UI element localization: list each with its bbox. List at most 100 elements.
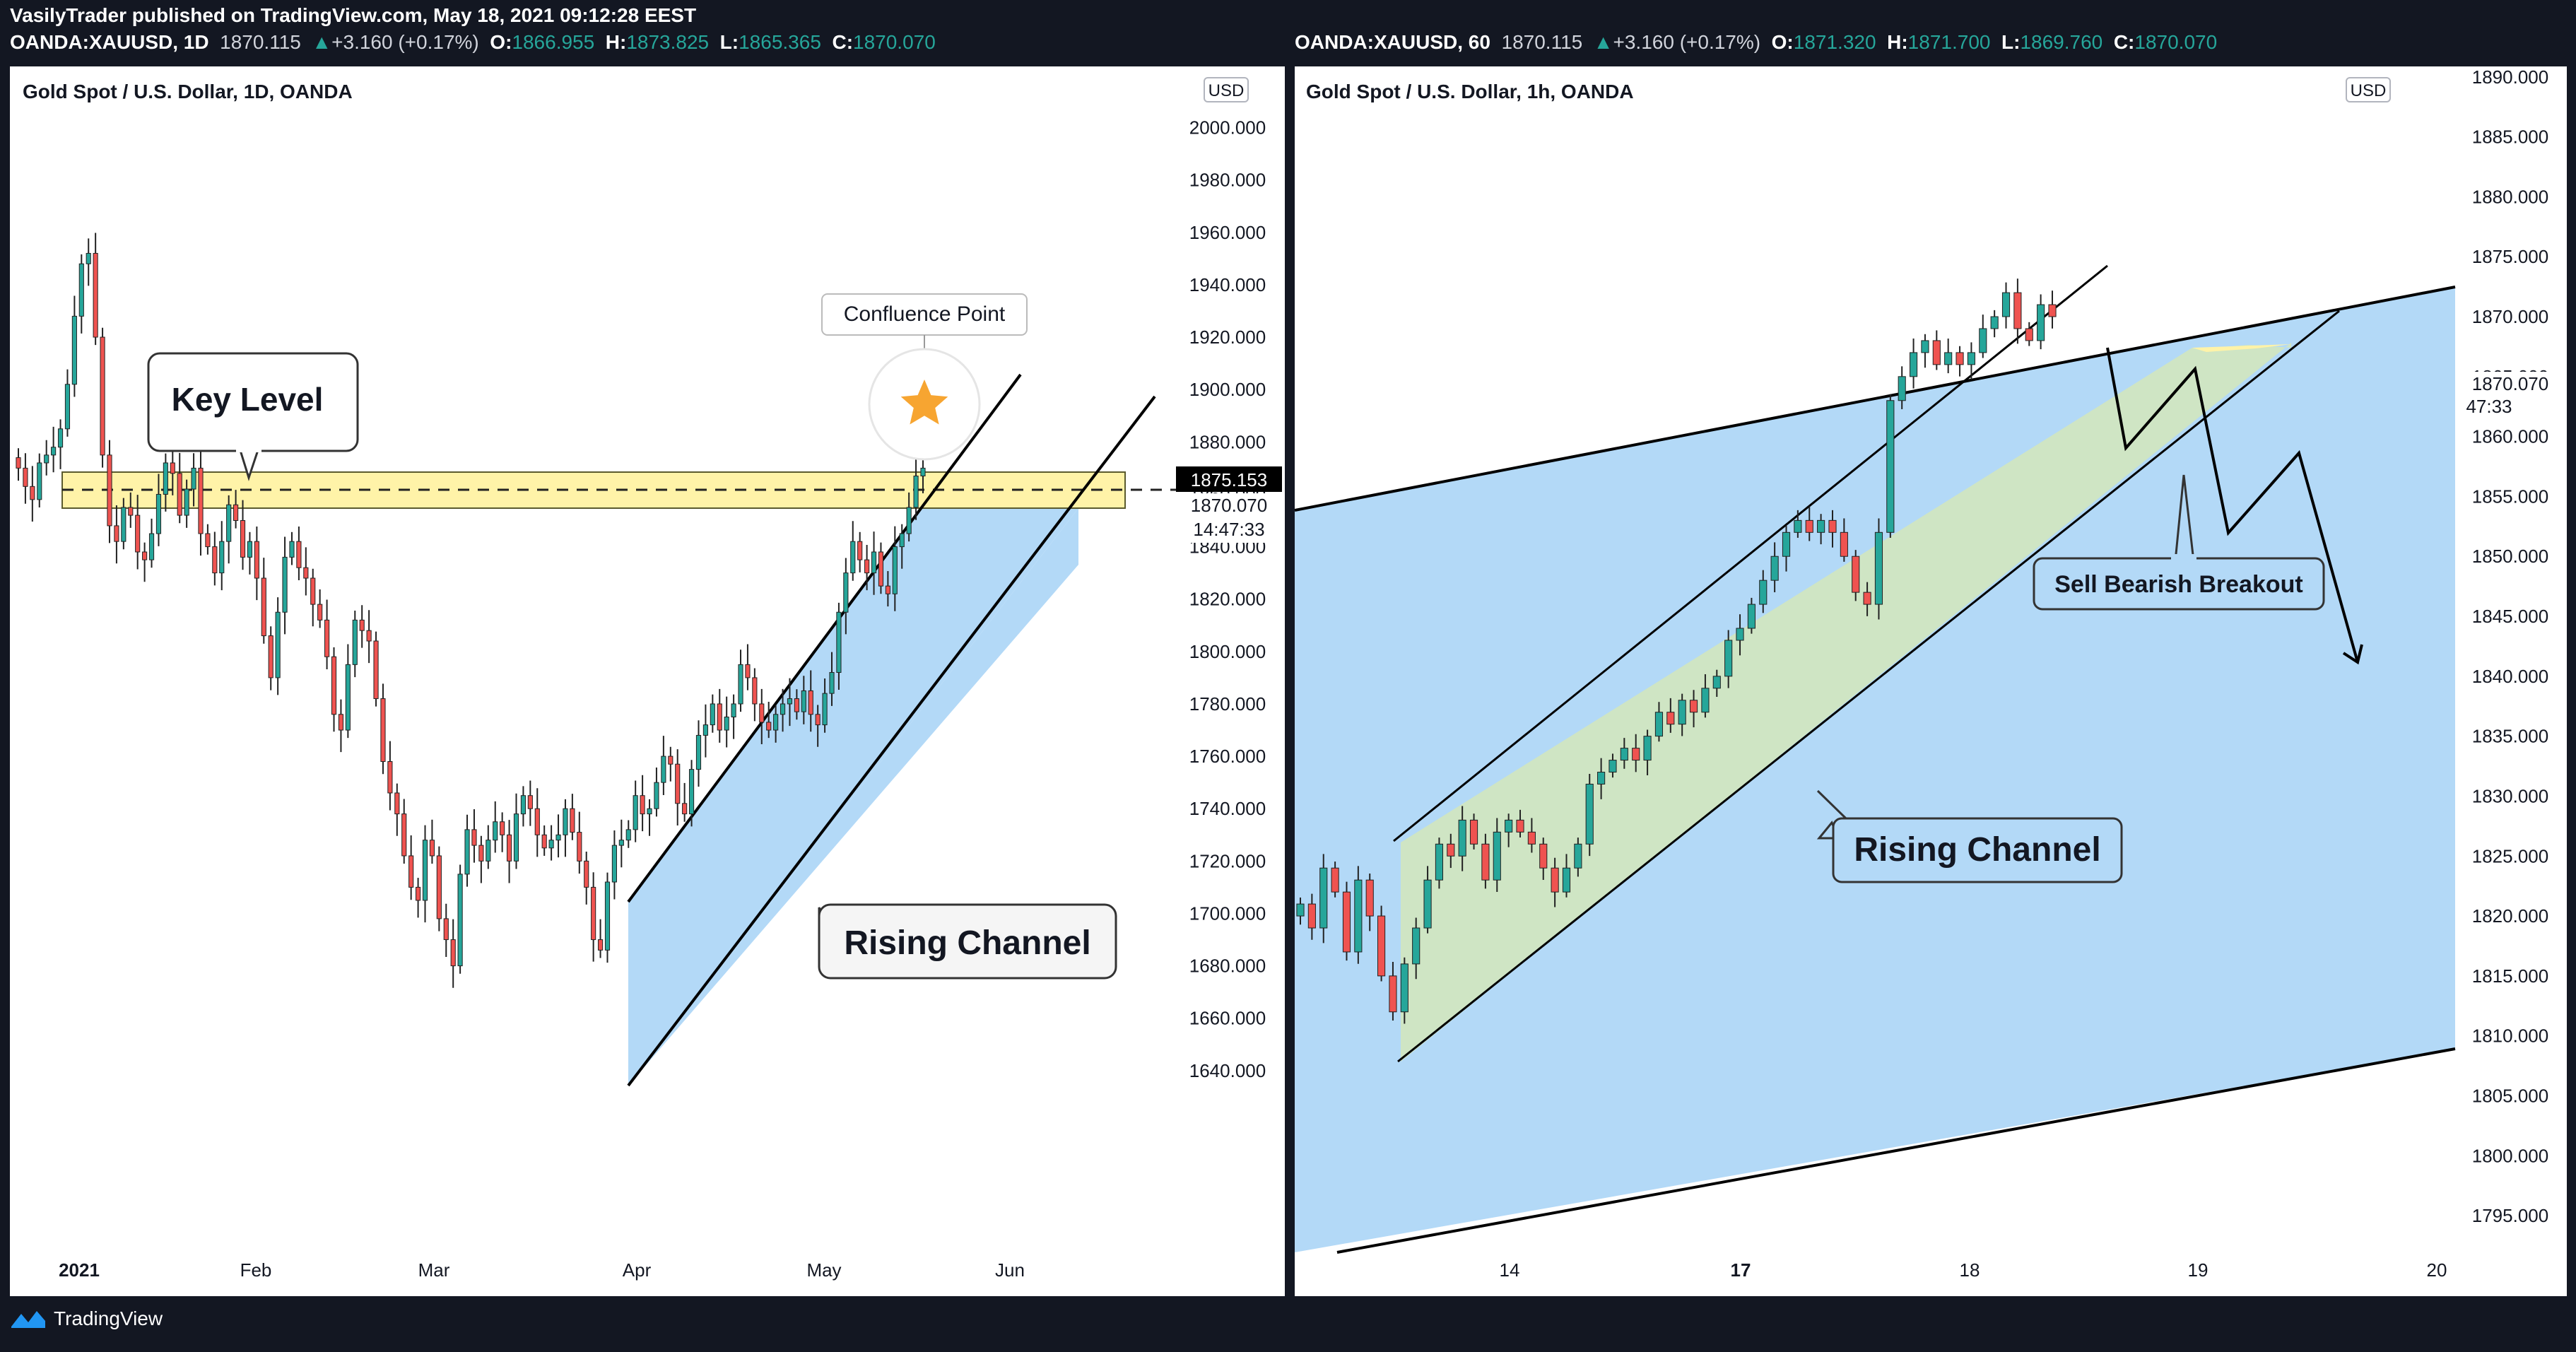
candle-body	[107, 454, 112, 527]
y-tick-label: 1640.000	[1189, 1060, 1266, 1081]
candle-body	[1597, 772, 1606, 784]
sell-breakout-label: Sell Bearish Breakout	[2054, 571, 2302, 598]
candle-body	[577, 832, 582, 862]
candle-body	[422, 840, 428, 901]
candle-body	[843, 572, 849, 613]
candle-body	[1412, 927, 1421, 965]
y-tick-label: 1660.000	[1189, 1008, 1266, 1029]
candle-body	[500, 821, 505, 835]
hourly-chart-title: Gold Spot / U.S. Dollar, 1h, OANDA	[1306, 81, 1634, 102]
candle-body	[604, 881, 611, 951]
left-change-arrow-icon: ▲	[312, 31, 332, 53]
candle-body	[233, 504, 239, 522]
candle-body	[1458, 819, 1466, 857]
candle-body	[380, 698, 386, 763]
candle-body	[787, 698, 793, 705]
candle-body	[493, 821, 498, 841]
candle-body	[114, 525, 119, 542]
x-tick-label: Mar	[418, 1259, 450, 1281]
y-tick-label: 1835.000	[2472, 726, 2548, 747]
candle-body	[857, 541, 863, 560]
candle-body	[37, 462, 42, 500]
hourly-chart-panel[interactable]: Sell Bearish Breakout Rising Channel USD…	[1295, 66, 2567, 1296]
candle-body	[310, 577, 316, 605]
confluence-callout: Confluence Point	[821, 293, 1028, 461]
candle-body	[359, 619, 365, 631]
hourly-outer-upper-line	[1295, 286, 2456, 512]
candle-body	[647, 808, 652, 815]
candle-body	[416, 886, 421, 901]
candle-body	[282, 556, 288, 613]
candle-body	[920, 467, 926, 476]
candle-body	[682, 803, 688, 815]
candle-body	[520, 795, 526, 815]
daily-chart-panel[interactable]: Key Level Confluence Point Rising Channe…	[10, 66, 1285, 1296]
candle-body	[1828, 519, 1837, 533]
candle-body	[822, 693, 828, 726]
candle-body	[563, 808, 568, 835]
last-price-tag-left	[1187, 493, 1282, 543]
candle-body	[1759, 580, 1768, 605]
y-tick-label: 1740.000	[1189, 798, 1266, 819]
y-tick-label: 1860.000	[2472, 426, 2548, 447]
candle-body	[240, 520, 246, 558]
candle-body	[878, 551, 884, 587]
candle-body	[1770, 556, 1779, 581]
candle-body	[443, 918, 449, 941]
left-close: 1870.070	[853, 31, 936, 53]
left-low: 1865.365	[739, 31, 821, 53]
key-level-price: 1875.153	[1191, 469, 1267, 490]
candle-body	[1377, 915, 1386, 977]
y-tick-label: 1940.000	[1189, 274, 1266, 295]
y-tick-label: 1855.000	[2472, 486, 2548, 507]
y-tick-label: 1850.000	[2472, 546, 2548, 567]
candle-body	[1493, 831, 1501, 881]
candle-body	[1967, 352, 1975, 365]
countdown-right: 47:33	[2466, 396, 2512, 417]
candle-body	[135, 515, 141, 553]
hourly-chart-svg[interactable]: Sell Bearish Breakout Rising Channel USD…	[1295, 66, 2567, 1296]
y-tick-label: 1820.000	[2472, 905, 2548, 927]
candle-body	[331, 656, 337, 715]
daily-channel-fill	[628, 508, 1078, 1086]
left-change: +3.160 (+0.17%)	[331, 31, 479, 53]
candle-body	[1423, 879, 1432, 929]
y-tick-label: 1875.000	[2472, 246, 2548, 267]
candle-body	[1909, 352, 1918, 377]
candle-body	[16, 457, 21, 469]
right-symbol: OANDA:XAUUSD, 60	[1295, 31, 1490, 53]
footer-brand: TradingView	[54, 1307, 163, 1329]
daily-chart-svg[interactable]: Key Level Confluence Point Rising Channe…	[10, 66, 1285, 1296]
rising-channel-label-left: Rising Channel	[844, 924, 1090, 962]
left-ohlc-header: OANDA:XAUUSD, 1D 1870.115 ▲+3.160 (+0.17…	[10, 31, 936, 53]
x-tick-label: Feb	[240, 1259, 272, 1281]
candle-body	[534, 808, 540, 835]
y-tick-label: 1880.000	[2472, 186, 2548, 207]
candle-body	[275, 611, 281, 678]
candle-body	[1840, 531, 1848, 557]
currency-label-right: USD	[2351, 81, 2387, 100]
candle-body	[513, 813, 519, 862]
candle-body	[625, 829, 631, 841]
y-tick-label: 1890.000	[2472, 66, 2548, 88]
right-ohlc-header: OANDA:XAUUSD, 60 1870.115 ▲+3.160 (+0.17…	[1295, 31, 2218, 53]
candle-body	[1874, 531, 1883, 605]
publish-credit: VasilyTrader published on TradingView.co…	[10, 4, 696, 27]
candle-body	[555, 834, 561, 841]
candle-body	[1944, 352, 1953, 365]
currency-badge-right	[2346, 77, 2391, 102]
candle-body	[1342, 891, 1351, 953]
y-tick-label: 1805.000	[2472, 1085, 2548, 1106]
tradingview-logo-icon	[11, 1311, 45, 1328]
candle-body	[2013, 292, 2022, 329]
right-close: 1870.070	[2134, 31, 2218, 53]
confluence-label: Confluence Point	[844, 302, 1006, 326]
candle-body	[702, 724, 708, 736]
y-tick-label: 1825.000	[2472, 845, 2548, 866]
candle-body	[163, 462, 168, 495]
countdown-left: 14:47:33	[1193, 519, 1264, 540]
candle-body	[128, 507, 134, 516]
candle-body	[408, 855, 414, 888]
candle-body	[429, 840, 435, 857]
candle-body	[808, 690, 813, 715]
